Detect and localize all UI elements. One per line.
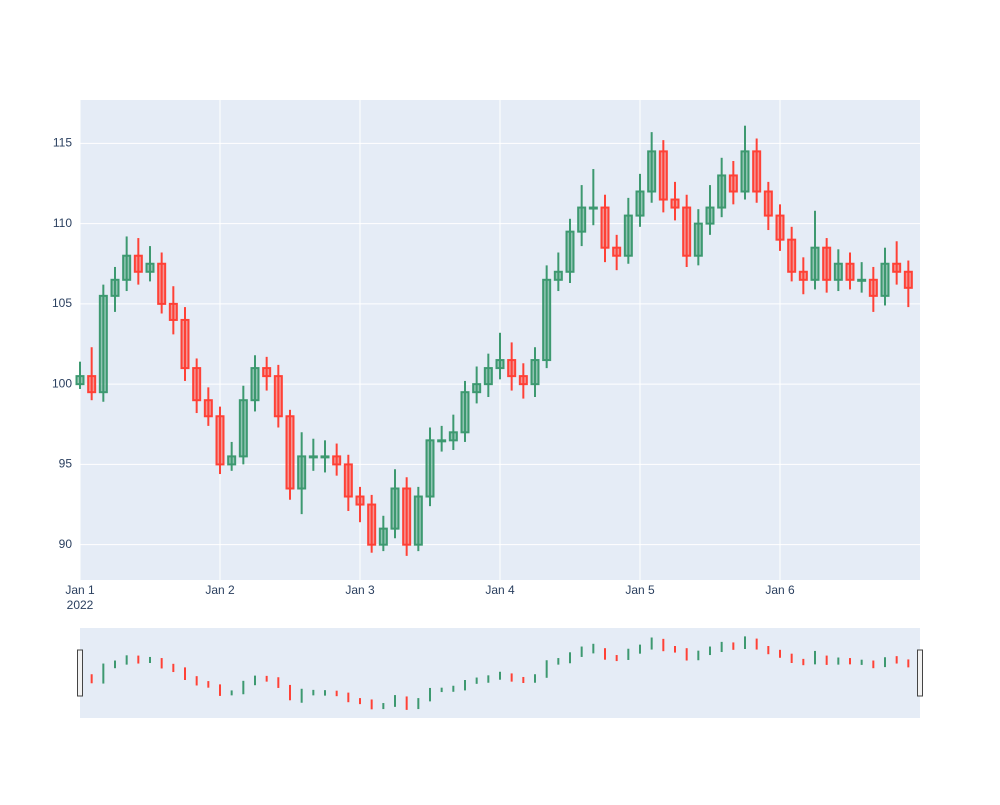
candle-body bbox=[192, 367, 202, 402]
x-tick-label: Jan 6 bbox=[765, 583, 795, 597]
x-tick-label: Jan 4 bbox=[485, 583, 515, 597]
candle-body bbox=[787, 238, 797, 273]
x-tick-label: Jan 1 bbox=[65, 583, 95, 597]
range-handle-left[interactable] bbox=[77, 649, 83, 697]
candle-body bbox=[682, 206, 692, 257]
y-tick-label: 95 bbox=[59, 457, 73, 471]
x-year-label: 2022 bbox=[67, 598, 94, 612]
candle-body bbox=[483, 367, 493, 386]
candle-body bbox=[647, 150, 657, 193]
candle-body bbox=[845, 262, 855, 281]
candle-body bbox=[892, 262, 902, 273]
candle-body bbox=[203, 399, 213, 418]
candle-body bbox=[215, 415, 225, 466]
candle-body bbox=[518, 375, 528, 386]
candle-body bbox=[577, 206, 587, 233]
candle-body bbox=[798, 270, 808, 281]
candle-body bbox=[530, 359, 540, 386]
candle-body bbox=[75, 375, 85, 386]
candle-body bbox=[542, 278, 552, 362]
candle-body bbox=[612, 246, 622, 257]
candle-body bbox=[763, 190, 773, 217]
candle-body bbox=[273, 375, 283, 418]
candle-body bbox=[833, 262, 843, 281]
range-handle-right[interactable] bbox=[917, 649, 923, 697]
candle-body bbox=[670, 198, 680, 209]
range-slider-preview bbox=[79, 636, 910, 710]
x-tick-label: Jan 2 bbox=[205, 583, 235, 597]
candle-body bbox=[868, 278, 878, 297]
candle-body bbox=[693, 222, 703, 257]
candle-body bbox=[180, 318, 190, 370]
candle-body bbox=[87, 375, 97, 394]
candle-body bbox=[122, 254, 132, 281]
candle-body bbox=[857, 278, 867, 282]
candle-body bbox=[472, 383, 482, 394]
candle-body bbox=[635, 190, 645, 217]
candle-body bbox=[460, 391, 470, 434]
y-tick-label: 100 bbox=[52, 376, 72, 390]
candle-body bbox=[402, 487, 412, 546]
candle-body bbox=[98, 294, 108, 394]
candle-body bbox=[285, 415, 295, 490]
y-tick-label: 110 bbox=[53, 216, 72, 230]
candle-body bbox=[810, 246, 820, 281]
candle-body bbox=[168, 302, 178, 321]
candle-body bbox=[413, 495, 423, 546]
candle-body bbox=[565, 230, 575, 273]
candle-body bbox=[250, 367, 260, 402]
candle-body bbox=[133, 254, 143, 273]
candle-body bbox=[623, 214, 633, 257]
candle-body bbox=[752, 150, 762, 193]
candle-body bbox=[110, 278, 120, 297]
candle-body bbox=[775, 214, 785, 241]
y-tick-label: 90 bbox=[59, 537, 73, 551]
candle-body bbox=[448, 431, 458, 442]
candle-body bbox=[728, 174, 738, 193]
plot-area bbox=[75, 125, 913, 556]
candle-body bbox=[588, 206, 598, 210]
candle-body bbox=[740, 150, 750, 193]
x-tick-label: Jan 5 bbox=[625, 583, 655, 597]
candle-body bbox=[262, 367, 272, 378]
candle-body bbox=[705, 206, 715, 225]
candle-body bbox=[378, 527, 388, 546]
candle-body bbox=[367, 503, 377, 546]
candle-body bbox=[297, 455, 307, 490]
candle-body bbox=[717, 174, 727, 209]
candle-body bbox=[600, 206, 610, 249]
candle-body bbox=[320, 455, 330, 459]
candle-body bbox=[157, 262, 167, 305]
candle-body bbox=[145, 262, 155, 273]
x-tick-label: Jan 3 bbox=[345, 583, 375, 597]
candle-body bbox=[227, 455, 237, 466]
candle-body bbox=[822, 246, 832, 281]
candle-body bbox=[507, 359, 517, 378]
candle-body bbox=[343, 463, 353, 498]
y-tick-label: 115 bbox=[53, 136, 72, 150]
candle-body bbox=[880, 262, 890, 297]
candle-body bbox=[355, 495, 365, 506]
candle-body bbox=[390, 487, 400, 530]
candle-body bbox=[658, 150, 668, 201]
candle-body bbox=[332, 455, 342, 466]
candle-body bbox=[495, 359, 505, 370]
candle-body bbox=[437, 439, 447, 443]
candle-body bbox=[308, 455, 318, 459]
y-tick-label: 105 bbox=[52, 296, 72, 310]
candle-body bbox=[238, 399, 248, 458]
candle-body bbox=[903, 270, 913, 289]
candle-body bbox=[425, 439, 435, 498]
candle-body bbox=[553, 270, 563, 281]
